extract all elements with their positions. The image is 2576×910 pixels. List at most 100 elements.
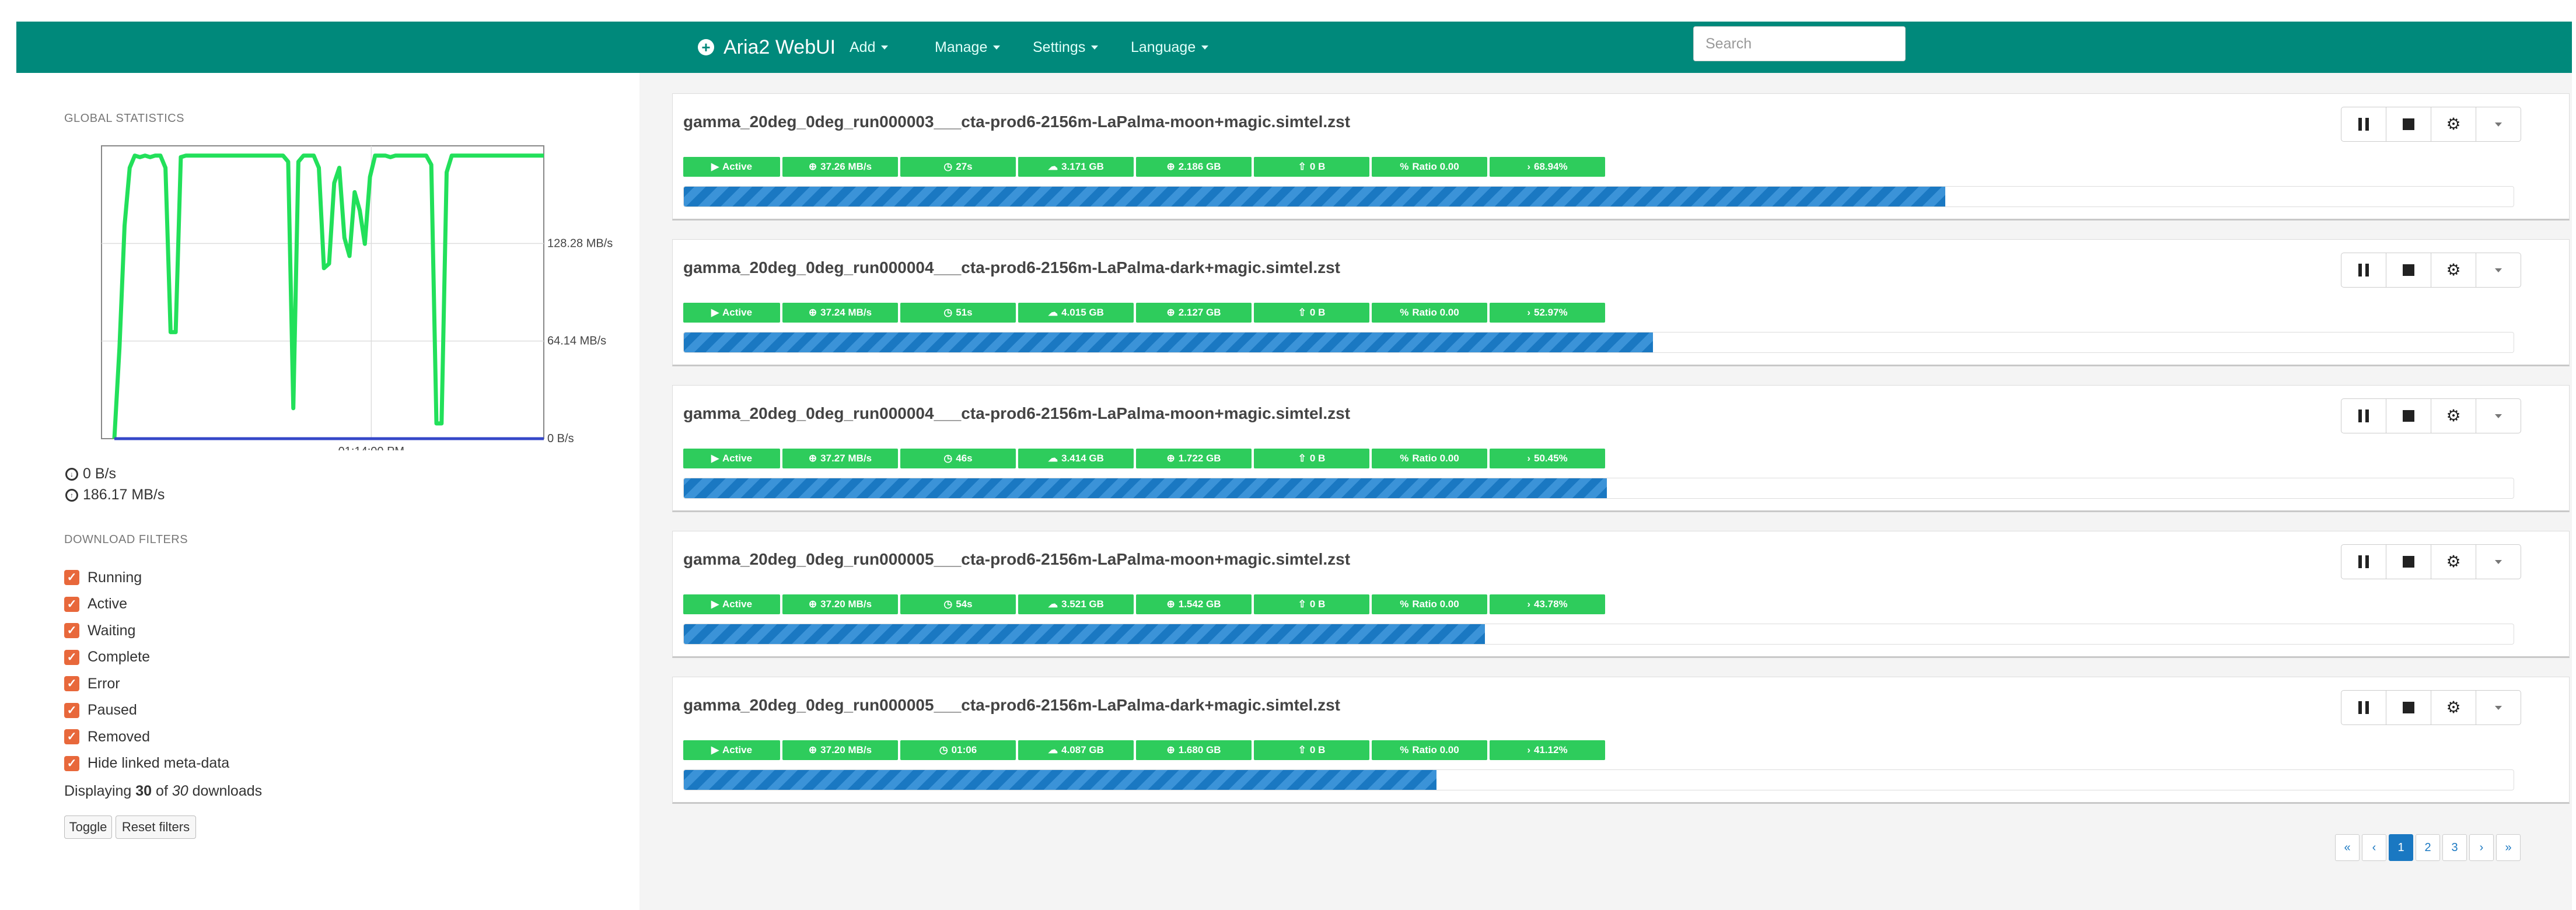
- search-input[interactable]: [1693, 26, 1906, 61]
- pause-button[interactable]: [2341, 107, 2386, 142]
- download-name: gamma_20deg_0deg_run000004___cta-prod6-2…: [683, 404, 1351, 422]
- checkbox-checked-icon[interactable]: ✓: [64, 649, 79, 665]
- downloaded-badge: ⊕ 1.542 GB: [1136, 594, 1252, 614]
- status-icon: ▶: [711, 307, 719, 318]
- checkbox-checked-icon[interactable]: ✓: [64, 623, 79, 638]
- stop-button[interactable]: [2386, 544, 2431, 579]
- downloaded-icon: ⊕: [1166, 453, 1175, 464]
- gear-icon: ⚙: [2446, 261, 2461, 279]
- eta-icon: ◷: [943, 161, 953, 172]
- download-speed-value: 0 B/s: [83, 466, 116, 482]
- download-card[interactable]: gamma_20deg_0deg_run000005___cta-prod6-2…: [672, 677, 2570, 804]
- menu-add-label: Add: [850, 38, 876, 55]
- status-badge: ▶ Active: [683, 157, 780, 177]
- more-dropdown-button[interactable]: [2476, 253, 2521, 288]
- stop-icon: [2403, 702, 2414, 713]
- page-3-button[interactable]: 3: [2442, 834, 2467, 861]
- download-card[interactable]: gamma_20deg_0deg_run000004___cta-prod6-2…: [672, 239, 2570, 366]
- percent-badge-text: 52.97%: [1534, 307, 1568, 318]
- filter-error[interactable]: ✓ Error: [64, 673, 120, 694]
- filter-waiting[interactable]: ✓ Waiting: [64, 620, 135, 641]
- checkbox-checked-icon[interactable]: ✓: [64, 702, 79, 718]
- pause-button[interactable]: [2341, 253, 2386, 288]
- filter-paused[interactable]: ✓ Paused: [64, 700, 137, 721]
- speed-badge-text: 37.20 MB/s: [820, 744, 872, 755]
- ratio-badge-text: Ratio 0.00: [1412, 307, 1459, 318]
- page-1-button[interactable]: 1: [2389, 834, 2413, 861]
- menu-add[interactable]: Add: [850, 22, 889, 73]
- download-card[interactable]: gamma_20deg_0deg_run000003___cta-prod6-2…: [672, 93, 2570, 220]
- download-filters-title: DOWNLOAD FILTERS: [64, 533, 188, 546]
- progress-fill: [684, 478, 1607, 498]
- checkbox-checked-icon[interactable]: ✓: [64, 729, 79, 744]
- eta-badge: ◷ 01:06: [900, 740, 1016, 760]
- filter-active[interactable]: ✓ Active: [64, 594, 127, 615]
- more-dropdown-button[interactable]: [2476, 690, 2521, 725]
- checkbox-checked-icon[interactable]: ✓: [64, 570, 79, 585]
- more-dropdown-button[interactable]: [2476, 544, 2521, 579]
- status-badge-text: Active: [722, 744, 753, 755]
- settings-button[interactable]: ⚙: [2431, 107, 2476, 142]
- stop-button[interactable]: [2386, 253, 2431, 288]
- brand[interactable]: + Aria2 WebUI: [698, 22, 836, 73]
- more-dropdown-button[interactable]: [2476, 107, 2521, 142]
- filter-running[interactable]: ✓ Running: [64, 567, 142, 588]
- stop-button[interactable]: [2386, 398, 2431, 433]
- stop-button[interactable]: [2386, 107, 2431, 142]
- more-dropdown-button[interactable]: [2476, 398, 2521, 433]
- uploaded-badge: ⇧ 0 B: [1254, 303, 1369, 323]
- page-first-button[interactable]: «: [2335, 834, 2360, 861]
- download-progress-bar: [683, 186, 2514, 207]
- menu-settings-label: Settings: [1033, 38, 1086, 55]
- pause-button[interactable]: [2341, 544, 2386, 579]
- status-badge-text: Active: [722, 161, 753, 172]
- menu-settings[interactable]: Settings: [1033, 22, 1099, 73]
- filter-removed[interactable]: ✓ Removed: [64, 726, 150, 747]
- size-icon: ☁: [1048, 453, 1058, 464]
- stop-button[interactable]: [2386, 690, 2431, 725]
- settings-button[interactable]: ⚙: [2431, 690, 2476, 725]
- pause-button[interactable]: [2341, 398, 2386, 433]
- checkbox-checked-icon[interactable]: ✓: [64, 676, 79, 691]
- download-controls: ⚙: [2341, 107, 2521, 142]
- speed-badge-text: 37.24 MB/s: [820, 307, 872, 318]
- caret-down-icon: [2495, 559, 2502, 564]
- download-controls: ⚙: [2341, 398, 2521, 433]
- settings-button[interactable]: ⚙: [2431, 253, 2476, 288]
- filter-hide-linked-meta-data[interactable]: ✓ Hide linked meta-data: [64, 753, 229, 774]
- percent-badge-text: 50.45%: [1534, 453, 1568, 464]
- ratio-badge: % Ratio 0.00: [1372, 303, 1487, 323]
- checkbox-checked-icon[interactable]: ✓: [64, 596, 79, 612]
- status-icon: ▶: [711, 598, 719, 610]
- uploaded-icon: ⇧: [1298, 453, 1306, 464]
- filter-complete[interactable]: ✓ Complete: [64, 647, 150, 668]
- size-badge-text: 4.015 GB: [1061, 307, 1104, 318]
- progress-fill: [684, 770, 1436, 790]
- menu-manage[interactable]: Manage: [935, 22, 1001, 73]
- settings-button[interactable]: ⚙: [2431, 398, 2476, 433]
- toggle-button[interactable]: Toggle: [64, 816, 112, 839]
- pause-button[interactable]: [2341, 690, 2386, 725]
- download-controls: ⚙: [2341, 690, 2521, 725]
- settings-button[interactable]: ⚙: [2431, 544, 2476, 579]
- page-last-button[interactable]: »: [2496, 834, 2521, 861]
- page-next-button[interactable]: ›: [2469, 834, 2494, 861]
- status-icon: ▶: [711, 453, 719, 464]
- ratio-icon: %: [1400, 744, 1409, 755]
- page-2-button[interactable]: 2: [2416, 834, 2440, 861]
- ratio-badge: % Ratio 0.00: [1372, 157, 1487, 177]
- download-card[interactable]: gamma_20deg_0deg_run000005___cta-prod6-2…: [672, 531, 2570, 658]
- stop-icon: [2403, 118, 2414, 130]
- upload-speed-stat: ↑ 186.17 MB/s: [65, 487, 165, 503]
- download-card[interactable]: gamma_20deg_0deg_run000004___cta-prod6-2…: [672, 385, 2570, 512]
- downloaded-icon: ⊕: [1166, 307, 1175, 318]
- ratio-badge: % Ratio 0.00: [1372, 740, 1487, 760]
- uploaded-badge: ⇧ 0 B: [1254, 449, 1369, 468]
- page-prev-button[interactable]: ‹: [2362, 834, 2386, 861]
- checkbox-checked-icon[interactable]: ✓: [64, 755, 79, 771]
- percent-icon: ›: [1527, 307, 1530, 318]
- ratio-badge-text: Ratio 0.00: [1412, 744, 1459, 755]
- menu-language[interactable]: Language: [1131, 22, 1209, 73]
- reset-filters-button[interactable]: Reset filters: [116, 816, 196, 839]
- status-badge: ▶ Active: [683, 740, 780, 760]
